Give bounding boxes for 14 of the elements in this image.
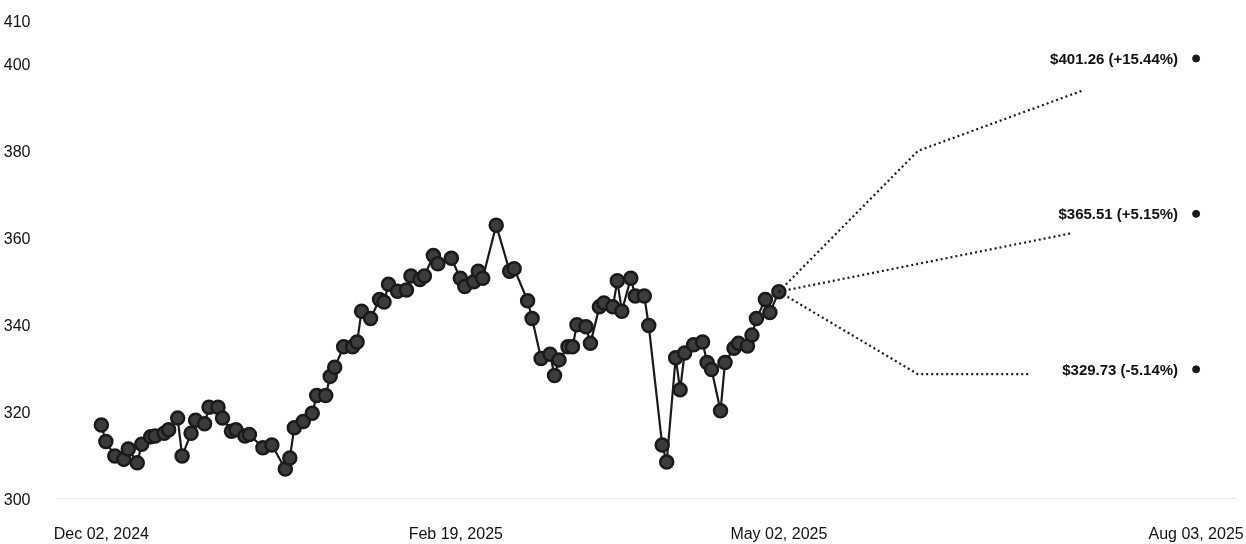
y-tick-label: 300 bbox=[3, 490, 31, 508]
y-tick-label: 340 bbox=[3, 316, 31, 334]
data-label: $329.73 (-5.14%) bbox=[1062, 360, 1179, 378]
x-tick-label: Aug 03, 2025 bbox=[1148, 524, 1244, 542]
data-label: $401.26 (+15.44%) bbox=[1050, 49, 1179, 67]
x-tick-label: May 02, 2025 bbox=[730, 524, 828, 542]
y-tick-label: 380 bbox=[3, 142, 31, 160]
y-tick-label: 410 bbox=[3, 12, 31, 30]
y-tick-label: 360 bbox=[3, 229, 31, 247]
y-tick-label: 320 bbox=[3, 403, 31, 421]
y-tick-label: 400 bbox=[3, 55, 31, 73]
x-tick-label: Feb 19, 2025 bbox=[408, 524, 504, 542]
data-label: $365.51 (+5.15%) bbox=[1058, 205, 1179, 223]
x-tick-label: Dec 02, 2024 bbox=[53, 524, 150, 542]
